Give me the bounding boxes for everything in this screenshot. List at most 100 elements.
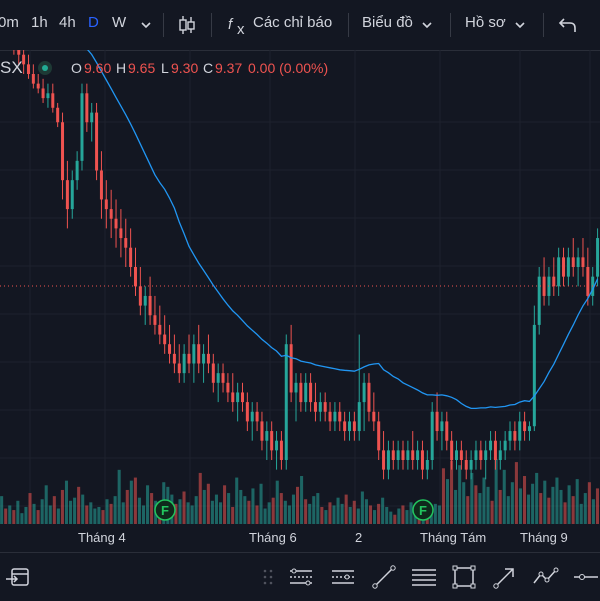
volume-bar [113,496,117,524]
volume-bar [259,483,263,524]
interval-1h[interactable]: 1h [31,14,48,31]
trend-line-icon[interactable] [370,563,398,591]
candle-body [518,421,522,441]
toolbar-divider [348,13,349,37]
candle-body [469,460,473,470]
change-value: 0.00 (0.00%) [248,60,329,76]
volume-bar [8,505,12,524]
volume-bar [186,502,190,524]
candle-body [211,363,215,383]
candle-body [386,450,390,470]
candle-body [348,421,352,432]
volume-bar [202,489,206,524]
volume-bar [454,489,458,524]
arrow-tool-icon[interactable] [491,563,519,591]
volume-bar [563,502,567,524]
candle-body [377,421,381,451]
indicators-icon[interactable]: f x [227,14,247,36]
volume-bar [141,505,146,524]
symbol-name[interactable]: SX [0,58,23,77]
candle-body [240,392,244,403]
candle-body [129,247,133,267]
volume-bar [304,499,308,524]
volume-bar [20,513,24,524]
profile-button[interactable]: Hồ sơ [465,14,506,31]
candle-body [80,93,84,161]
volume-bar [81,494,85,524]
volume-bar [174,503,178,524]
candle-body [382,450,386,470]
candle-body [430,411,434,460]
path-tool-icon[interactable] [532,563,560,591]
x-tick-label: Tháng 4 [78,530,126,545]
replay-calendar-icon[interactable] [4,563,32,591]
volume-bar [591,499,595,524]
volume-bar [243,496,247,524]
interval-0m[interactable]: 0m [0,14,19,31]
close-value: 9.37 [215,60,243,76]
volume-bar [377,503,381,524]
volume-bar [190,505,194,524]
volume-bar [117,469,121,524]
volume-bar [255,505,259,524]
candle-body [304,382,308,403]
volume-bar [397,508,401,524]
toolbar-divider [450,13,451,37]
volume-bar [514,462,518,524]
volume-bar [210,500,214,524]
svg-text:f: f [228,16,234,33]
candle-body [391,450,395,460]
chart-type-button[interactable]: Biểu đồ [362,14,413,31]
indicators-button[interactable]: Các chỉ báo [253,14,333,31]
volume-bar [328,502,332,524]
candle-body [275,440,279,451]
volume-bar [85,505,89,524]
volume-bar [56,508,60,524]
candle-body [328,411,332,422]
volume-bar [587,482,591,524]
parallel-channel-icon[interactable] [287,563,315,591]
candle-body [75,160,79,181]
candle-body [489,440,493,451]
regression-trend-icon[interactable] [329,563,357,591]
event-marker [412,499,434,521]
candle-body [576,257,580,267]
interval-d[interactable]: D [88,14,99,31]
drag-handle-icon[interactable] [262,567,274,587]
interval-w[interactable]: W [112,14,127,31]
low-label: L [161,60,169,76]
interval-4h[interactable]: 4h [59,14,76,31]
candle-body [566,257,570,277]
volume-bar [73,497,77,524]
candle-body [552,276,556,287]
candle-body [586,267,590,296]
horizontal-lines-icon[interactable] [410,563,438,591]
candles-icon[interactable] [177,14,197,36]
candle-body [260,421,264,441]
volume-bar [413,513,417,524]
candle-body [455,450,459,460]
candle-body [357,402,361,432]
rectangle-icon[interactable] [450,563,478,591]
volume-bar [291,494,295,524]
x-tick-label: Tháng 6 [249,530,297,545]
horizontal-ray-icon[interactable] [572,563,600,591]
candle-body [109,209,113,219]
volume-bar [239,489,243,524]
chevron-down-icon[interactable] [513,18,527,32]
chevron-down-icon[interactable] [420,18,434,32]
high-label: H [116,60,127,76]
volume-bar [101,510,105,524]
undo-icon[interactable] [558,16,578,34]
chevron-down-icon[interactable] [139,18,153,32]
candle-body [148,295,152,316]
volume-bar [466,496,470,524]
volume-bar [218,502,223,524]
candle-body [231,392,235,403]
time-axis[interactable]: Tháng 4 Tháng 6 2 Tháng Tám Tháng 9 [0,524,600,552]
volume-bar [247,500,251,524]
candle-body [51,93,55,108]
volume-bar [571,496,575,524]
volume-bar [522,476,527,524]
